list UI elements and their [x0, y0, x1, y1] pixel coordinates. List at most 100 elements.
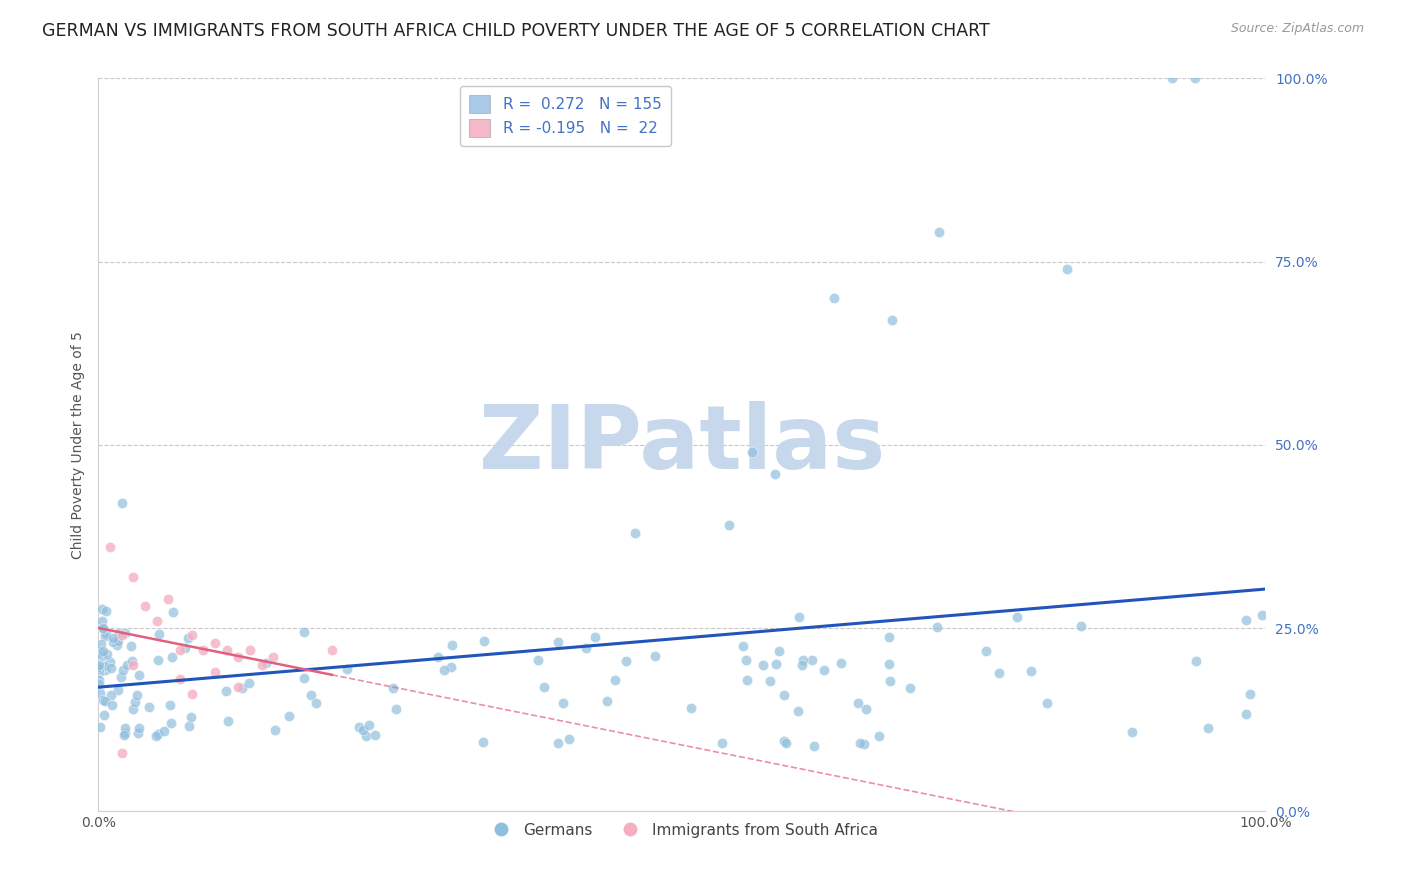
Point	[94, 664, 117, 678]
Point	[89, 665, 111, 679]
Point	[87, 662, 110, 676]
Point	[177, 632, 200, 646]
Point	[177, 718, 200, 732]
Point	[148, 627, 170, 641]
Point	[433, 664, 456, 678]
Point	[928, 225, 950, 239]
Point	[134, 599, 156, 613]
Point	[204, 665, 226, 679]
Point	[110, 669, 132, 683]
Point	[790, 658, 813, 673]
Point	[352, 723, 374, 737]
Point	[101, 635, 124, 649]
Point	[100, 698, 122, 713]
Point	[180, 710, 202, 724]
Point	[277, 709, 299, 723]
Point	[122, 702, 145, 716]
Point	[710, 736, 733, 750]
Point	[148, 727, 170, 741]
Point	[792, 653, 814, 667]
Point	[846, 697, 869, 711]
Point	[105, 638, 128, 652]
Point	[1184, 71, 1206, 86]
Point	[89, 720, 111, 734]
Point	[356, 729, 378, 743]
Point	[215, 684, 238, 698]
Point	[773, 688, 796, 702]
Point	[1121, 725, 1143, 739]
Point	[180, 687, 202, 701]
Point	[128, 667, 150, 681]
Point	[93, 708, 115, 723]
Point	[157, 591, 180, 606]
Point	[114, 726, 136, 740]
Point	[114, 721, 136, 735]
Legend: Germans, Immigrants from South Africa: Germans, Immigrants from South Africa	[479, 816, 884, 844]
Point	[868, 729, 890, 743]
Point	[239, 643, 262, 657]
Point	[264, 723, 287, 738]
Point	[681, 701, 703, 715]
Point	[93, 621, 115, 635]
Point	[91, 644, 114, 658]
Point	[231, 681, 253, 696]
Point	[98, 541, 121, 555]
Point	[614, 655, 637, 669]
Point	[533, 680, 555, 694]
Point	[146, 653, 169, 667]
Point	[752, 658, 775, 673]
Point	[98, 655, 121, 669]
Point	[159, 698, 181, 712]
Point	[1035, 696, 1057, 710]
Point	[90, 637, 112, 651]
Point	[108, 626, 131, 640]
Point	[427, 650, 450, 665]
Point	[112, 728, 135, 742]
Point	[107, 683, 129, 698]
Point	[111, 628, 134, 642]
Point	[605, 673, 627, 687]
Point	[768, 644, 790, 658]
Point	[787, 610, 810, 624]
Point	[122, 570, 145, 584]
Point	[440, 638, 463, 652]
Point	[169, 643, 191, 657]
Point	[849, 736, 872, 750]
Point	[90, 648, 112, 663]
Point	[94, 626, 117, 640]
Point	[547, 736, 569, 750]
Point	[733, 640, 755, 654]
Point	[304, 696, 326, 710]
Point	[741, 445, 763, 459]
Point	[879, 674, 901, 689]
Point	[120, 639, 142, 653]
Point	[644, 649, 666, 664]
Point	[717, 518, 740, 533]
Point	[773, 733, 796, 747]
Point	[1234, 613, 1257, 627]
Point	[786, 705, 808, 719]
Point	[217, 714, 239, 728]
Point	[596, 694, 619, 708]
Point	[122, 657, 145, 672]
Point	[107, 633, 129, 648]
Point	[472, 634, 495, 648]
Point	[440, 660, 463, 674]
Point	[1250, 608, 1272, 623]
Point	[558, 731, 581, 746]
Point	[855, 702, 877, 716]
Point	[853, 737, 876, 751]
Point	[180, 628, 202, 642]
Point	[765, 657, 787, 672]
Point	[121, 654, 143, 668]
Point	[115, 657, 138, 672]
Point	[763, 467, 786, 482]
Point	[759, 674, 782, 689]
Point	[87, 658, 110, 673]
Point	[813, 663, 835, 677]
Point	[111, 496, 134, 510]
Text: GERMAN VS IMMIGRANTS FROM SOUTH AFRICA CHILD POVERTY UNDER THE AGE OF 5 CORRELAT: GERMAN VS IMMIGRANTS FROM SOUTH AFRICA C…	[42, 22, 990, 40]
Y-axis label: Child Poverty Under the Age of 5: Child Poverty Under the Age of 5	[72, 331, 86, 558]
Point	[880, 313, 903, 327]
Point	[111, 663, 134, 677]
